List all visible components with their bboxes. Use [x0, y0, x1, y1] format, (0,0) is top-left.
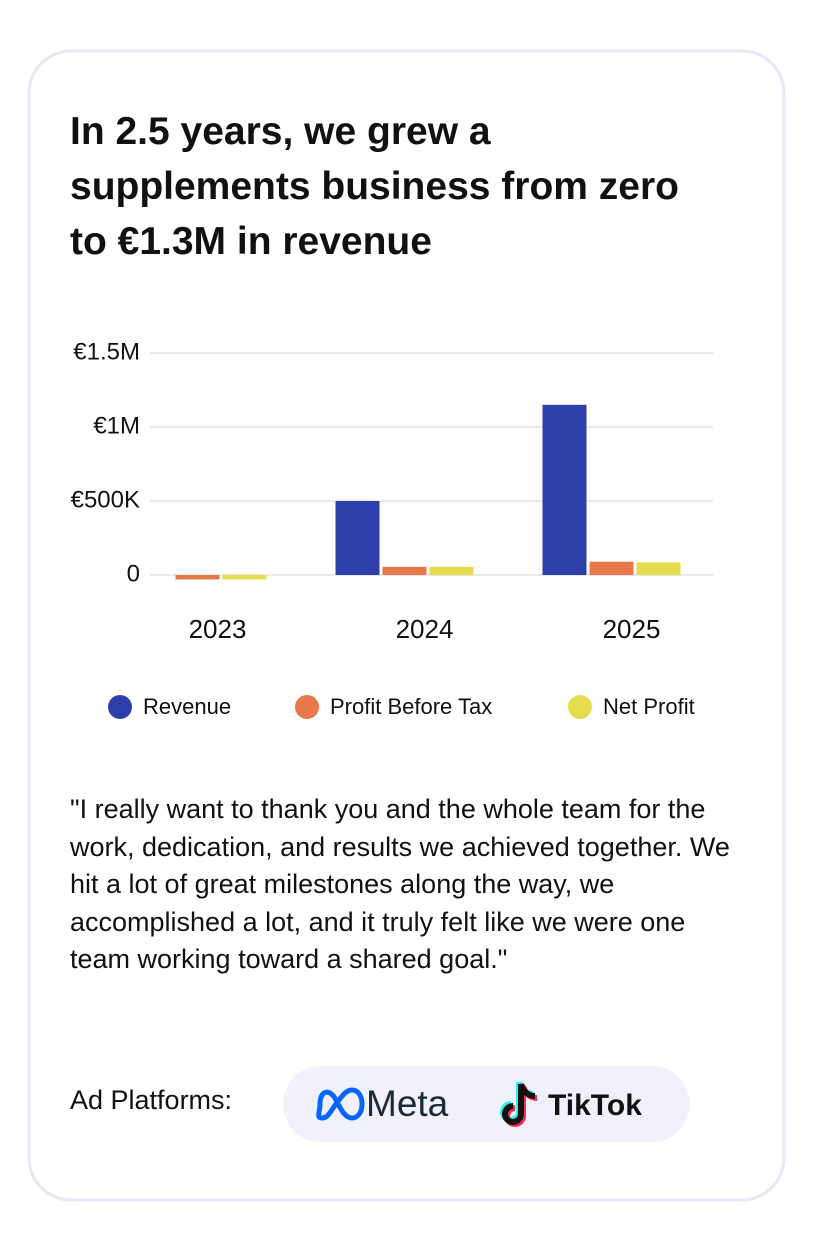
legend-label: Revenue [143, 694, 231, 719]
y-tick-label: 0 [127, 560, 140, 587]
tiktok-icon [500, 1081, 538, 1127]
bar [636, 562, 681, 575]
legend-label: Profit Before Tax [330, 694, 492, 719]
bar [589, 561, 634, 575]
bar [429, 566, 474, 575]
platforms-label: Ad Platforms: [70, 1085, 233, 1115]
bar [542, 404, 587, 575]
legend-label: Net Profit [603, 694, 695, 719]
bar [382, 566, 427, 575]
quote: "I really want to thank you and the whol… [70, 794, 730, 974]
y-tick-label: €1.5M [73, 338, 140, 365]
y-tick-label: €500K [71, 486, 140, 513]
legend-marker [295, 695, 319, 719]
title: In 2.5 years, we grew a supplements busi… [70, 110, 679, 263]
logo-pill [283, 1066, 690, 1142]
bar [175, 575, 220, 580]
bar [335, 501, 380, 575]
meta-icon [316, 1087, 365, 1121]
x-tick-label: 2025 [603, 614, 661, 644]
legend-marker [568, 695, 592, 719]
x-tick-label: 2024 [396, 614, 454, 644]
meta-logo: Meta [366, 1083, 449, 1124]
y-tick-label: €1M [93, 412, 140, 439]
card [27, 49, 786, 1202]
bar [222, 575, 267, 580]
tiktok-logo: TikTok [548, 1089, 642, 1122]
x-tick-label: 2023 [189, 614, 247, 644]
legend-marker [108, 695, 132, 719]
